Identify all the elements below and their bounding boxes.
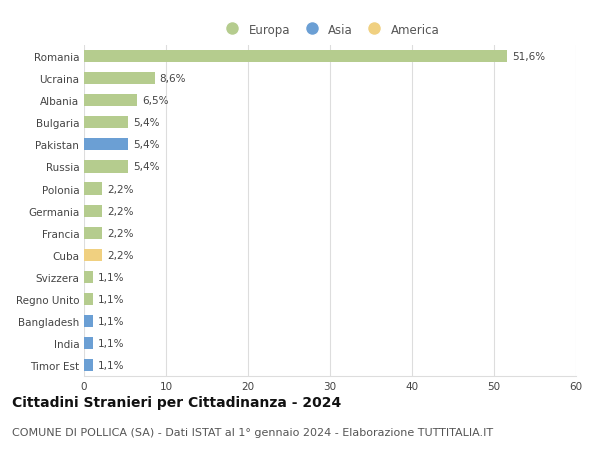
Text: Cittadini Stranieri per Cittadinanza - 2024: Cittadini Stranieri per Cittadinanza - 2…: [12, 395, 341, 409]
Text: 6,5%: 6,5%: [142, 96, 169, 106]
Text: 8,6%: 8,6%: [160, 74, 186, 84]
Bar: [84, 293, 93, 305]
Text: 2,2%: 2,2%: [107, 184, 133, 194]
Bar: [84, 161, 128, 173]
Text: 2,2%: 2,2%: [107, 206, 133, 216]
Bar: [84, 73, 155, 85]
Bar: [84, 183, 102, 195]
Bar: [84, 205, 102, 217]
Text: COMUNE DI POLLICA (SA) - Dati ISTAT al 1° gennaio 2024 - Elaborazione TUTTITALIA: COMUNE DI POLLICA (SA) - Dati ISTAT al 1…: [12, 427, 493, 437]
Text: 5,4%: 5,4%: [133, 162, 160, 172]
Text: 51,6%: 51,6%: [512, 52, 545, 62]
Text: 1,1%: 1,1%: [98, 338, 124, 348]
Text: 5,4%: 5,4%: [133, 140, 160, 150]
Bar: [84, 139, 128, 151]
Text: 1,1%: 1,1%: [98, 360, 124, 370]
Legend: Europa, Asia, America: Europa, Asia, America: [216, 19, 444, 41]
Bar: [84, 271, 93, 283]
Bar: [84, 337, 93, 349]
Bar: [84, 117, 128, 129]
Bar: [84, 249, 102, 261]
Bar: [84, 315, 93, 327]
Text: 5,4%: 5,4%: [133, 118, 160, 128]
Bar: [84, 359, 93, 371]
Text: 1,1%: 1,1%: [98, 294, 124, 304]
Text: 1,1%: 1,1%: [98, 316, 124, 326]
Bar: [84, 95, 137, 107]
Bar: [84, 51, 507, 63]
Text: 2,2%: 2,2%: [107, 250, 133, 260]
Text: 1,1%: 1,1%: [98, 272, 124, 282]
Text: 2,2%: 2,2%: [107, 228, 133, 238]
Bar: [84, 227, 102, 239]
